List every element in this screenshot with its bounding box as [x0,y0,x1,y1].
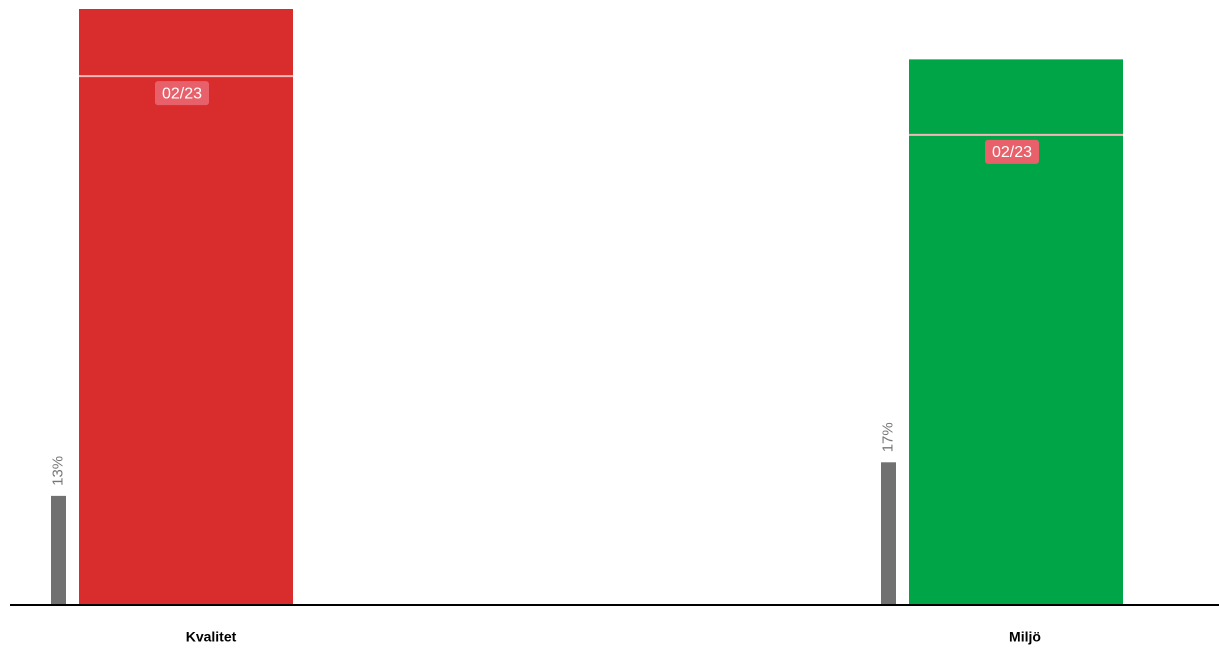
comparison-bar [51,495,66,605]
comparison-bar [881,462,896,605]
target-label-box [985,139,1039,164]
x-tick-label: Kvalitet [186,629,237,645]
target-label: 02/23 [992,144,1032,161]
target-label: 02/23 [162,85,202,102]
bar [79,9,293,605]
target-label-box [155,81,209,106]
x-tick-label: Miljö [1009,629,1041,645]
comparison-label: 17% [879,422,896,452]
comparison-label: 13% [49,456,66,486]
